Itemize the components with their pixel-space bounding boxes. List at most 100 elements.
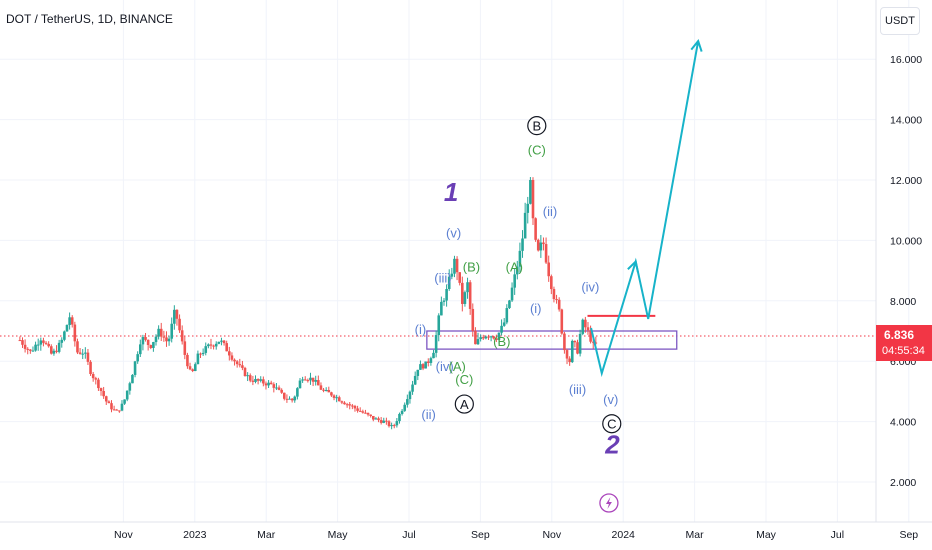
wave-label: (i) [530,301,542,316]
candle-body [487,336,490,338]
candle-body [42,340,45,343]
wave-label: (A) [506,260,523,275]
candle-body [233,359,236,362]
candle-body [550,276,553,290]
candle-body [102,390,105,397]
candle-body [408,391,412,400]
candle-body [521,238,524,251]
wave-label: (B) [463,260,480,275]
candle-body [332,395,336,398]
candle-body [18,340,22,342]
candle-body [201,352,205,355]
candle-body [539,242,543,251]
candle-body [392,425,396,427]
candle-body [536,239,540,251]
candle-body [395,421,399,426]
candle-body [264,383,268,386]
candle-body [314,380,318,382]
candle-body [594,342,598,344]
candle-body [361,411,365,413]
candle-body [152,342,155,348]
candle-body [534,218,537,240]
candle-body [248,375,252,381]
candle-body [65,324,69,332]
candle-body [180,330,184,342]
candle-body [557,299,561,310]
x-tick-label: May [756,529,777,541]
candle-body [343,402,346,405]
candle-body [120,403,124,411]
candle-body [481,337,485,339]
candle-body [578,333,582,354]
projection-path [590,40,700,378]
candle-body [34,344,37,351]
candle-body [115,409,119,411]
candle-body [144,337,147,340]
candle-body [424,361,427,369]
candle-body [277,387,281,390]
candle-body [175,309,179,319]
wave-circle [454,394,474,414]
candle-body [118,410,121,412]
candle-body [251,380,255,382]
candle-body [131,374,134,384]
candle-body [445,288,448,301]
candle-body [479,337,482,340]
candle-body [513,274,516,288]
candle-body [303,379,307,381]
candle-body [159,328,163,337]
candle-body [403,404,407,411]
candle-body [29,349,32,351]
wave-label: (iv) [436,359,454,374]
currency-button[interactable]: USDT [880,7,920,35]
wave-label: (iii) [569,382,586,397]
candle-body [529,180,532,204]
candle-body [31,350,35,352]
candle-body [348,404,352,406]
candle-body [309,377,312,381]
candle-body [518,250,522,267]
candle-body [49,346,53,354]
candle-body [162,336,166,338]
projection-arrow-head-mid [627,259,639,273]
wave-label: 1 [444,177,458,207]
candle-body [581,319,585,334]
candle-body [78,352,82,354]
candle-body [178,318,181,331]
symbol-title[interactable]: DOT / TetherUS, 1D, BINANCE [6,12,173,26]
wave-label: (i) [415,322,427,337]
candle-body [385,420,388,422]
x-tick-label: Jul [831,529,844,541]
candle-body [55,350,58,352]
candle-body [241,365,244,368]
candle-body [246,375,249,377]
candle-body [306,380,310,382]
candle-body [39,340,43,345]
candle-body [398,413,401,422]
candle-body [586,327,590,331]
candle-body [555,299,558,301]
candle-body [317,380,320,386]
candle-body [99,388,103,391]
candle-body [262,379,265,384]
candle-body [290,398,294,401]
candle-body [591,341,595,343]
x-tick-label: Mar [686,529,705,541]
candle-body [450,273,454,277]
y-tick-label: 4.000 [890,417,916,429]
candle-body [584,319,587,328]
candle-body [212,345,215,347]
candle-body [91,374,95,379]
candle-body [432,352,435,359]
last-price-value: 6.836 [884,328,915,342]
candle-body [437,315,441,336]
candle-body [500,325,503,333]
candle-body [288,398,291,400]
candle-body [107,401,111,404]
wave-label: (ii) [543,204,557,219]
candle-body [230,355,234,360]
candle-body [351,405,354,407]
candle-body [165,337,168,342]
candle-body [345,404,349,406]
